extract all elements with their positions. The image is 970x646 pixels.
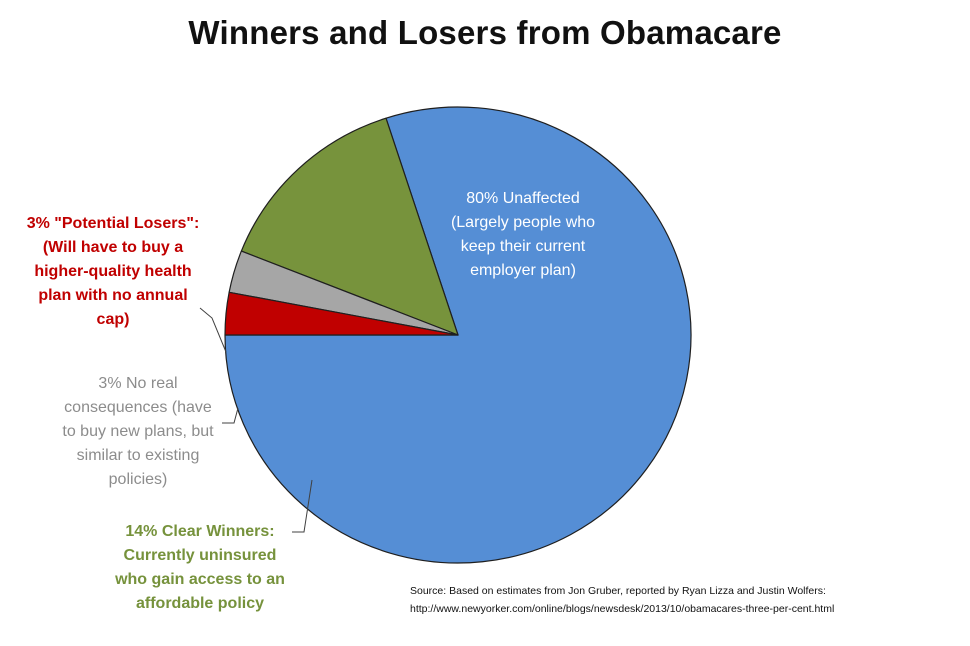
slice-label-line: (Will have to buy a: [42, 239, 184, 256]
slice-label-line: 3% No real: [98, 375, 178, 392]
slice-label-line: to buy new plans, but: [62, 423, 214, 440]
leader-line-winners: [292, 479, 313, 533]
slice-label-line: higher-quality health: [34, 263, 192, 280]
leader-line-noreal: [222, 407, 239, 424]
source-line: Source: Based on estimates from Jon Grub…: [410, 585, 826, 597]
slice-label-line: 3% "Potential Losers":: [26, 215, 200, 232]
slice-label-winners: 14% Clear Winners: Currently uninsured who…: [110, 520, 290, 616]
slice-label-line: plan with no annual: [38, 287, 188, 304]
slice-label-line: policies): [108, 471, 168, 488]
slice-label-line: who gain access to an: [115, 571, 285, 588]
pie-slice-winners: [240, 117, 459, 336]
pie-slice-losers: [224, 291, 459, 336]
source-url: http://www.newyorker.com/online/blogs/ne…: [410, 603, 835, 615]
slice-label-unaffected: 80% Unaffected (Largely people who keep th…: [418, 187, 628, 283]
source-note: Source: Based on estimates from Jon Grub…: [410, 582, 834, 618]
slice-label-line: 80% Unaffected: [466, 190, 580, 207]
slice-label-line: cap): [96, 311, 130, 328]
slice-label-line: employer plan): [470, 262, 576, 279]
slice-label-line: affordable policy: [135, 595, 265, 612]
slice-label-line: consequences (have: [64, 399, 212, 416]
slice-label-line: Currently uninsured: [123, 547, 277, 564]
slice-label-line: keep their current: [460, 238, 586, 255]
leader-line-losers: [199, 307, 227, 353]
slice-label-line: (Largely people who: [450, 214, 596, 231]
slice-label-losers: 3% "Potential Losers": (Will have to buy …: [0, 212, 226, 332]
slice-label-no-real-consequences: 3% No real consequences (have to buy new p…: [38, 372, 238, 492]
chart-title: Winners and Losers from Obamacare: [188, 14, 782, 51]
slice-label-line: 14% Clear Winners:: [125, 523, 275, 540]
slice-label-line: similar to existing: [76, 447, 200, 464]
